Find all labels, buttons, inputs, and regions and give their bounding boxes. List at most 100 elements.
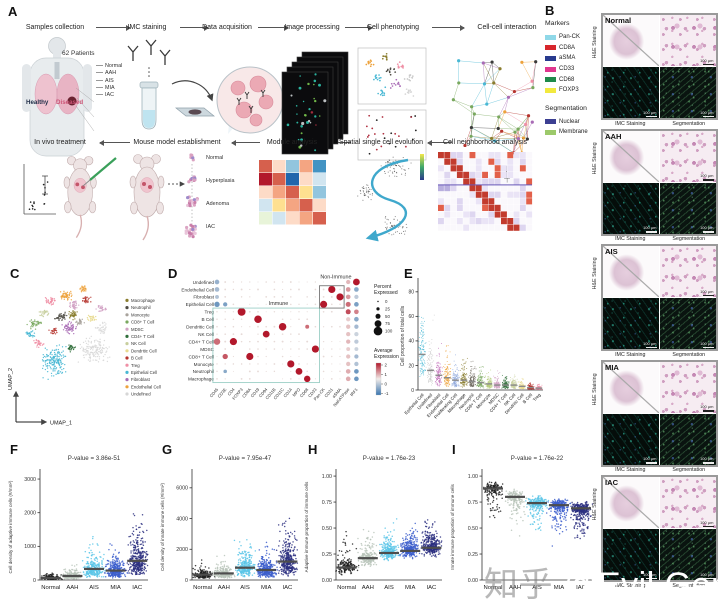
panel-letter-b: B [545,3,555,18]
segmentation-title: Segmentation [545,104,587,112]
svg-text:80: 80 [408,290,414,296]
he-zoom-image: 100 μm [660,361,716,413]
tissue-block-iac: H&E Staining IAC 100 μm 100 μm 100 μm IM… [592,475,719,589]
mouse-stage-adenoma: Adenoma [206,201,230,207]
svg-text:Neutrophil: Neutrophil [193,369,214,374]
panel-b-tissue-blocks: H&E Staining Normal 100 μm 100 μm 100 μm… [592,13,719,591]
legend-item: CD68 [545,74,593,85]
svg-text:B Cell: B Cell [201,317,214,322]
svg-text:aSMA: aSMA [331,387,342,399]
svg-text:Normal: Normal [41,585,60,591]
svg-text:-1: -1 [385,391,389,396]
svg-text:MIA: MIA [110,585,121,591]
image-captions: IMC Staining Segmentation [615,582,706,589]
svg-text:100: 100 [385,329,393,334]
arrow-right-icon [432,24,465,32]
marker-color-chip [545,34,556,40]
he-whole-slide-image: AAH [603,130,659,182]
step-data-acquisition: Data acquisition [202,24,252,31]
svg-text:CD45: CD45 [209,386,220,398]
svg-text:Treg: Treg [532,392,542,402]
imc-staining-image: 100 μm [603,67,659,118]
step-cell-neighborhood-analysis: Cell neighborhood analysis [442,139,528,146]
he-whole-slide-image: IAC [603,477,659,528]
svg-text:1: 1 [385,372,388,377]
svg-text:CD33: CD33 [307,386,318,398]
slide-transfer-illustration [171,80,215,117]
tumor-spot [67,96,77,106]
segmentation-color-chip [545,119,556,125]
he-staining-vertical-label: H&E Staining [592,26,598,59]
marker-color-chip [545,66,556,72]
svg-text:NK Cell: NK Cell [131,341,146,346]
imc-staining-image: 100 μm [603,413,659,465]
svg-text:CD31: CD31 [323,386,334,398]
image-captions: IMC Staining Segmentation [615,236,706,242]
stage-label: IAC [605,478,619,487]
in-vivo-treatment-illustration [23,156,117,238]
tissue-image-grid: IAC 100 μm 100 μm 100 μm [601,475,718,582]
svg-text:0: 0 [385,382,388,387]
arrow-left-icon [99,139,130,147]
svg-text:Undefined: Undefined [131,392,151,397]
tissue-block-ais: H&E Staining AIS 100 μm 100 μm 100 μm IM… [592,244,719,358]
watermark: 知乎 @Evil Genius [484,557,720,606]
tissue-block-aah: H&E Staining AAH 100 μm 100 μm 100 μm IM… [592,128,719,242]
scale-bar: 100 μm [700,58,714,65]
segmentation-image: 100 μm [660,182,716,234]
svg-text:40: 40 [408,339,414,345]
svg-text:Non-Immune: Non-Immune [320,275,351,281]
svg-text:Epithelial Cell: Epithelial Cell [131,370,157,375]
he-staining-vertical-label: H&E Staining [592,142,598,175]
svg-text:AAH: AAH [66,585,78,591]
scale-bar: 100 μm [700,173,714,181]
svg-text:Monocyte: Monocyte [194,362,215,367]
mouse-stage-iac: IAC [206,224,215,230]
svg-text:75: 75 [385,321,390,326]
arrow-left-icon [231,139,260,147]
svg-text:60: 60 [408,314,414,320]
panel-letter-d: D [168,266,178,281]
panel-b-legend: Markers Pan-CK CD8A aSMA CD33 CD68 FOXP3… [545,20,593,138]
svg-text:CD8A: CD8A [241,387,252,399]
svg-text:0: 0 [385,299,388,304]
svg-text:Expressed: Expressed [374,290,398,296]
scale-bar: 100 μm [643,225,657,233]
scale-bar: 100 μm [700,110,714,117]
svg-text:Endothelial Cell: Endothelial Cell [131,384,161,389]
he-whole-slide-image: MIA [603,361,659,413]
healthy-label: Healthy [26,99,49,106]
scale-bar: 100 μm [700,289,714,296]
he-zoom-image: 100 μm [660,477,716,528]
imc-staining-illustration [127,39,171,130]
marker-color-chip [545,77,556,83]
marker-color-chip [545,55,556,61]
svg-text:NK Cell: NK Cell [198,332,214,337]
scale-bar: 100 μm [643,572,657,579]
scale-bar: 100 μm [700,404,714,412]
tissue-block-mia: H&E Staining MIA 100 μm 100 μm 100 μm IM… [592,359,719,473]
tissue-image-grid: AIS 100 μm 100 μm 100 μm [601,244,718,351]
adaptive-density-strip-chart: P-value = 3.86e-51 Cell density of adapti… [8,455,149,591]
svg-text:0: 0 [33,578,36,584]
step-cell-cell-interaction: Cell-cell interaction [477,24,537,31]
svg-text:Undefined: Undefined [193,280,215,285]
svg-text:UMAP_1: UMAP_1 [50,421,72,427]
svg-text:0: 0 [411,388,414,394]
arrow-left-icon [427,139,452,147]
stage-normal: Normal [105,63,123,69]
legend-item: CD8A [545,43,593,54]
svg-text:20: 20 [408,363,414,369]
segmentation-image: 100 μm [660,298,716,349]
step-spatial-single-cell-evolution: Spatial single cell evolution [338,139,424,146]
svg-text:2: 2 [385,363,388,368]
svg-text:CD4+ T Cell: CD4+ T Cell [189,339,215,344]
marker-dotplot-chart: Undefined Endothelial Cell Fibroblast Epith… [181,275,399,408]
patients-count-label: 62 Patients [62,50,95,57]
cell-proportion-strip-chart: Cell proportion of total cells020406080E… [400,278,543,420]
image-captions: IMC Staining Segmentation [615,120,706,127]
step-in-vivo-treatment: In vivo treatment [34,139,86,146]
scale-bar: 100 μm [700,572,714,579]
arrow-right-icon [258,24,289,32]
